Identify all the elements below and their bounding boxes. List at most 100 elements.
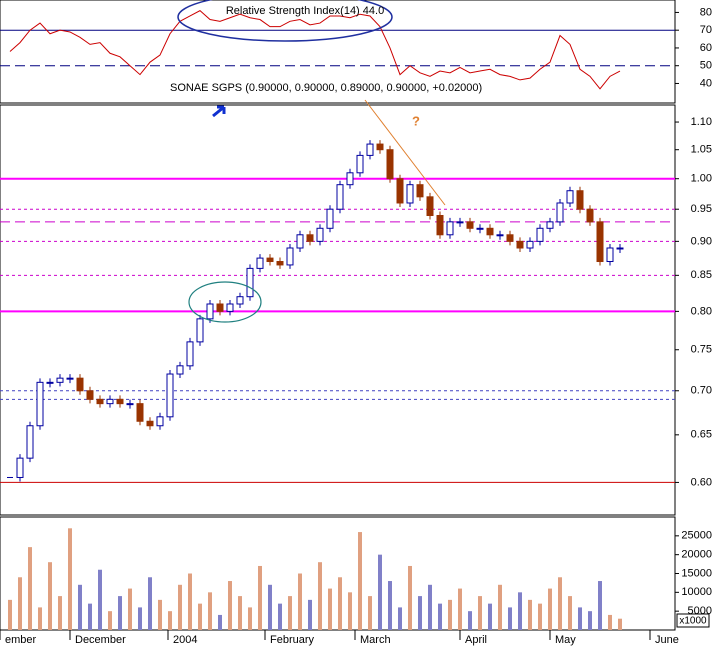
candle	[106, 398, 114, 405]
candle	[126, 403, 134, 406]
candle	[536, 227, 544, 242]
y-tick-label: 0.65	[691, 429, 712, 441]
candle	[266, 257, 274, 263]
volume-bar	[408, 565, 412, 630]
volume-bar	[428, 584, 432, 630]
candle	[586, 208, 594, 223]
volume-bar	[588, 611, 592, 630]
candle	[216, 303, 224, 312]
y-tick-label: 0.85	[691, 269, 712, 281]
y-tick-label: 10000	[681, 586, 712, 598]
volume-bar	[278, 603, 282, 630]
volume-bar	[88, 603, 92, 630]
volume-bar	[288, 596, 292, 630]
volume-bar	[418, 596, 422, 630]
x-tick-label: ember	[5, 634, 37, 646]
candle	[276, 261, 284, 266]
volume-bar	[178, 584, 182, 630]
x-tick-label: 2004	[173, 634, 197, 646]
candle	[226, 303, 234, 312]
candle	[46, 381, 54, 384]
candle	[86, 390, 94, 400]
candle	[36, 381, 44, 427]
volume-bar	[518, 592, 522, 630]
candle	[286, 247, 294, 266]
volume-bar	[448, 599, 452, 630]
candle	[66, 377, 74, 380]
volume-bar	[258, 565, 262, 630]
unit-label: x1000	[679, 616, 707, 627]
candle	[256, 257, 264, 269]
volume-bar	[508, 607, 512, 630]
candle	[466, 221, 474, 229]
candle	[186, 341, 194, 367]
y-tick-label: 50	[700, 60, 712, 72]
volume-bar	[318, 562, 322, 630]
annotation: ?	[412, 113, 420, 128]
volume-bar	[148, 577, 152, 630]
unit-box	[676, 613, 710, 628]
candle	[56, 377, 64, 383]
candle	[116, 398, 124, 405]
candle	[426, 196, 434, 217]
candle	[306, 234, 314, 242]
candle	[16, 457, 24, 478]
volume-bar	[198, 603, 202, 630]
x-tick-label: June	[655, 634, 679, 646]
candle	[576, 190, 584, 210]
candle	[436, 215, 444, 236]
highlight-ellipse	[188, 281, 262, 323]
y-tick-label: 40	[700, 77, 712, 89]
volume-bar	[378, 554, 382, 630]
x-tick-label: April	[465, 634, 487, 646]
candle	[206, 303, 214, 320]
candle	[396, 178, 404, 204]
y-tick-label: 0.75	[691, 344, 712, 356]
candle	[596, 221, 604, 263]
volume-bar	[498, 584, 502, 630]
y-tick-label: 60	[700, 42, 712, 54]
volume-bar	[558, 577, 562, 630]
y-tick-label: 80	[700, 6, 712, 18]
candle	[616, 247, 624, 250]
candle	[456, 221, 464, 224]
y-tick-label: 25000	[681, 530, 712, 542]
volume-bar	[388, 581, 392, 630]
x-tick-label: December	[75, 634, 126, 646]
candle	[406, 184, 414, 204]
candle	[326, 208, 334, 229]
y-tick-label: 20000	[681, 549, 712, 561]
volume-bar	[128, 588, 132, 630]
volume-bar	[338, 577, 342, 630]
volume-bar	[48, 562, 52, 630]
candle	[366, 143, 374, 156]
volume-bar	[598, 581, 602, 630]
volume-bar	[268, 584, 272, 630]
volume-bar	[18, 577, 22, 630]
candle	[136, 403, 144, 422]
candle	[376, 143, 384, 151]
volume-bar	[228, 581, 232, 630]
volume-bar	[298, 573, 302, 630]
panel-frame	[0, 0, 676, 104]
volume-bar	[368, 596, 372, 630]
arrow	[212, 105, 226, 118]
candle	[356, 154, 364, 174]
candle	[296, 234, 304, 249]
volume-bar	[238, 596, 242, 630]
y-tick-label: 1.10	[691, 116, 712, 128]
volume-bar	[308, 599, 312, 630]
volume-bar	[98, 569, 102, 630]
volume-bar	[528, 599, 532, 630]
highlight-ellipse	[177, 0, 393, 42]
volume-bar	[188, 573, 192, 630]
volume-bar	[218, 614, 222, 630]
rsi-line	[9, 10, 621, 90]
candle	[316, 227, 324, 242]
y-tick-label: 0.95	[691, 203, 712, 215]
volume-bar	[608, 614, 612, 630]
y-tick-label: 1.00	[691, 173, 712, 185]
candle	[196, 318, 204, 343]
volume-bar	[438, 603, 442, 630]
candle	[336, 184, 344, 210]
